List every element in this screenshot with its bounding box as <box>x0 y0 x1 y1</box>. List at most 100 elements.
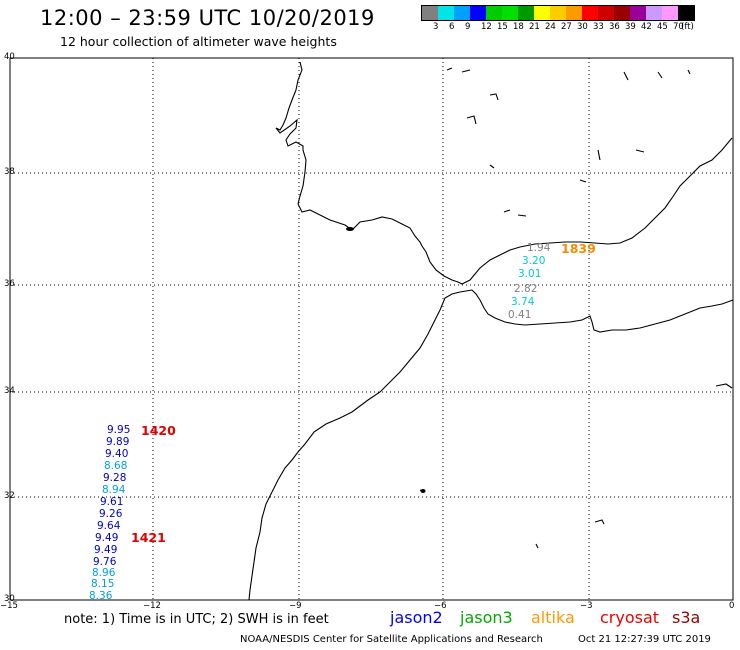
legend-item-s3a: s3a <box>672 608 701 627</box>
latitude-label: 32 <box>4 491 15 501</box>
wave-height-value: 3.20 <box>522 255 546 267</box>
color-swatch <box>582 6 598 20</box>
wave-height-value: 8.96 <box>92 567 116 579</box>
color-scale-label: 21 <box>529 22 540 32</box>
coast-fragment <box>687 69 691 75</box>
color-scale-label: 24 <box>545 22 556 32</box>
coast-fragment <box>446 67 453 71</box>
coast-fragment <box>466 115 477 125</box>
coast-fragment <box>579 179 587 183</box>
latitude-label: 40 <box>4 52 15 62</box>
island <box>420 489 426 493</box>
wave-height-value: 1.94 <box>527 242 551 254</box>
coast-morocco-atlantic <box>248 289 473 601</box>
color-scale-label: 45 <box>657 22 668 32</box>
graticule <box>10 58 733 600</box>
wave-height-value: 2.82 <box>514 283 538 295</box>
color-scale-label: 36 <box>609 22 620 32</box>
coast-north-africa <box>471 289 734 333</box>
coastline <box>248 61 734 601</box>
color-swatch <box>550 6 566 20</box>
color-swatch <box>614 6 630 20</box>
color-scale-label: 70 <box>673 22 684 32</box>
island <box>346 227 354 231</box>
map-frame <box>9 57 734 601</box>
wave-height-value: 8.94 <box>102 484 126 496</box>
latitude-label: 30 <box>4 594 15 604</box>
wave-height-value: 9.49 <box>95 532 119 544</box>
legend-item-altika: altika <box>531 608 575 627</box>
coast-fragment <box>715 383 733 389</box>
color-scale-label: 18 <box>513 22 524 32</box>
wave-height-value: 9.89 <box>106 436 130 448</box>
color-scale-label: 33 <box>593 22 604 32</box>
longitude-label: −6 <box>434 601 447 611</box>
color-swatch <box>598 6 614 20</box>
color-swatch <box>486 6 502 20</box>
color-swatch <box>534 6 550 20</box>
pass-time-label: 1420 <box>141 423 176 438</box>
wave-height-value: 0.41 <box>508 309 532 321</box>
pass-time-label: 1421 <box>131 530 166 545</box>
pass-time-label: 1839 <box>561 241 596 256</box>
longitude-label: −3 <box>580 601 593 611</box>
legend-item-jason2: jason2 <box>390 608 443 627</box>
wave-height-value: 9.64 <box>97 520 121 532</box>
color-swatch <box>422 6 438 20</box>
wave-height-value: 9.76 <box>93 556 117 568</box>
color-scale-label: 3 <box>433 22 439 32</box>
wave-height-value: 9.40 <box>105 448 129 460</box>
legend-item-jason3: jason3 <box>460 608 513 627</box>
chart-title: 12:00 – 23:59 UTC 10/20/2019 <box>40 6 375 30</box>
wave-height-value: 8.68 <box>104 460 128 472</box>
wave-height-value: 8.36 <box>89 590 113 602</box>
coast-fragment <box>489 93 499 101</box>
latitude-label: 38 <box>4 167 15 177</box>
credit-text: NOAA/NESDIS Center for Satellite Applica… <box>240 634 543 645</box>
wave-height-value: 9.26 <box>99 508 123 520</box>
latitude-label: 34 <box>4 386 15 396</box>
color-scale-label: 15 <box>497 22 508 32</box>
color-scale-bar <box>421 5 695 21</box>
color-scale-label: 39 <box>625 22 636 32</box>
wave-height-value: 9.28 <box>103 472 127 484</box>
coast-fragment <box>503 209 511 213</box>
coast-fragment <box>657 71 663 79</box>
color-swatch <box>518 6 534 20</box>
footer-note: note: 1) Time is in UTC; 2) SWH is in fe… <box>64 612 329 627</box>
color-swatch <box>662 6 678 20</box>
coast-fragment <box>623 71 629 81</box>
color-swatch <box>646 6 662 20</box>
chart-subtitle: 12 hour collection of altimeter wave hei… <box>60 34 337 49</box>
coast-fragment <box>597 149 601 161</box>
coast-fragment <box>489 164 495 169</box>
wave-height-value: 3.01 <box>518 268 542 280</box>
color-scale-label: 30 <box>577 22 588 32</box>
color-scale-label: 27 <box>561 22 572 32</box>
color-swatch <box>630 6 646 20</box>
wave-height-value: 3.74 <box>511 296 535 308</box>
longitude-label: 0 <box>729 601 735 611</box>
color-scale-label: 12 <box>481 22 492 32</box>
color-swatch <box>566 6 582 20</box>
wave-height-value: 9.95 <box>107 424 131 436</box>
color-swatch <box>438 6 454 20</box>
wave-height-value: 9.61 <box>100 496 124 508</box>
color-swatch <box>502 6 518 20</box>
coast-fragment <box>461 69 471 73</box>
color-scale-label: 6 <box>449 22 455 32</box>
color-scale-label: 9 <box>465 22 471 32</box>
legend-item-cryosat: cryosat <box>600 608 660 627</box>
longitude-label: −15 <box>0 601 18 611</box>
coast-fragment <box>635 149 645 153</box>
color-scale-label: (ft) <box>681 22 694 32</box>
timestamp-text: Oct 21 12:27:39 UTC 2019 <box>578 634 711 645</box>
coast-fragment <box>535 543 539 549</box>
coast-fragment <box>594 519 605 525</box>
coast-portugal <box>275 61 307 205</box>
color-swatch <box>678 6 694 20</box>
longitude-label: −12 <box>143 601 161 611</box>
coast-southern-iberia <box>297 137 733 285</box>
color-swatch <box>454 6 470 20</box>
